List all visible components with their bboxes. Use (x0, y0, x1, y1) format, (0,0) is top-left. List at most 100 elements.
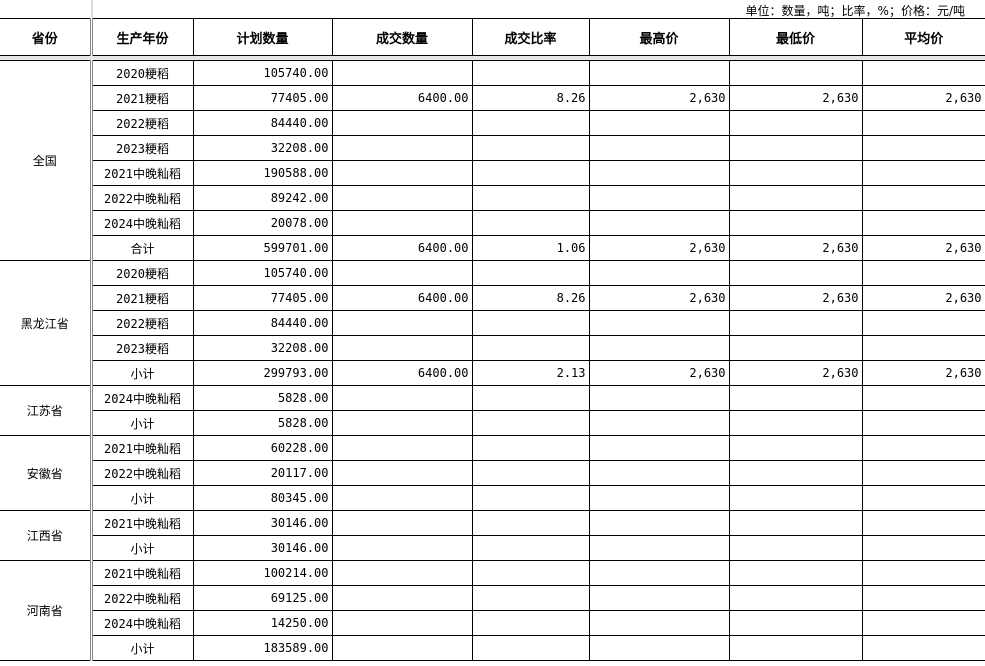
province-cell: 全国 (0, 60, 93, 261)
year-cell: 2020粳稻 (90, 260, 194, 286)
year-cell: 2022粳稻 (90, 310, 194, 336)
value-cell (861, 585, 985, 611)
value-cell (588, 385, 730, 411)
value-cell (471, 385, 590, 411)
value-cell (588, 485, 730, 511)
value-cell (588, 610, 730, 636)
value-cell (588, 585, 730, 611)
value-cell (588, 210, 730, 236)
value-cell: 2,630 (588, 85, 730, 111)
province-cell: 黑龙江省 (0, 260, 93, 386)
value-cell (588, 110, 730, 136)
value-cell: 14250.00 (192, 610, 333, 636)
table-row: 2021粳稻 77405.00 6400.00 8.26 2,630 2,630 2,630 (0, 285, 985, 311)
value-cell (331, 560, 473, 586)
value-cell (861, 160, 985, 186)
value-cell (861, 485, 985, 511)
value-cell (471, 635, 590, 661)
year-cell: 小计 (90, 535, 194, 561)
value-cell (471, 160, 590, 186)
column-header: 最高价 (588, 18, 729, 56)
value-cell (331, 460, 473, 486)
value-cell: 69125.00 (192, 585, 333, 611)
year-cell: 2024中晚籼稻 (90, 610, 194, 636)
table-row: 小计 299793.00 6400.00 2.13 2,630 2,630 2,630 (0, 360, 985, 386)
value-cell (728, 410, 863, 436)
year-cell: 2021粳稻 (90, 85, 194, 111)
value-cell (728, 185, 863, 211)
value-cell: 1.06 (471, 235, 590, 261)
value-cell (728, 260, 863, 286)
value-cell: 32208.00 (192, 335, 333, 361)
value-cell (728, 510, 863, 536)
table-row: 全国 2020粳稻 105740.00 (0, 60, 985, 261)
year-cell: 2022中晚籼稻 (90, 185, 194, 211)
value-cell (588, 310, 730, 336)
value-cell (471, 485, 590, 511)
value-cell (331, 585, 473, 611)
value-cell: 2,630 (861, 85, 985, 111)
value-cell (728, 485, 863, 511)
value-cell: 20078.00 (192, 210, 333, 236)
value-cell (331, 410, 473, 436)
value-cell (588, 460, 730, 486)
value-cell (588, 435, 730, 461)
year-cell: 2021中晚籼稻 (90, 435, 194, 461)
value-cell (471, 185, 590, 211)
value-cell (471, 110, 590, 136)
value-cell: 183589.00 (192, 635, 333, 661)
value-cell: 100214.00 (192, 560, 333, 586)
value-cell: 2,630 (728, 235, 863, 261)
value-cell: 2,630 (588, 285, 730, 311)
table-row: 河南省 2021中晚籼稻 100214.00 (0, 560, 985, 661)
value-cell (588, 410, 730, 436)
value-cell (331, 110, 473, 136)
column-header: 成交数量 (331, 18, 472, 56)
value-cell: 6400.00 (331, 85, 473, 111)
value-cell (861, 110, 985, 136)
province-cell: 河南省 (0, 560, 93, 661)
table-header: 省份 生产年份 计划数量 成交数量 成交比率 最高价 最低价 平均价 (0, 18, 985, 56)
table-row: 小计 30146.00 (0, 535, 985, 561)
table-row: 2022粳稻 84440.00 (0, 310, 985, 336)
table-row: 小计 80345.00 (0, 485, 985, 511)
table-row: 小计 183589.00 (0, 635, 985, 661)
value-cell: 60228.00 (192, 435, 333, 461)
value-cell (331, 60, 473, 86)
province-cell: 江苏省 (0, 385, 93, 436)
value-cell (588, 185, 730, 211)
year-cell: 2021粳稻 (90, 285, 194, 311)
value-cell: 6400.00 (331, 235, 473, 261)
trade-results-table: 省份 生产年份 计划数量 成交数量 成交比率 最高价 最低价 平均价 全国 2020粳稻 1057… (0, 18, 985, 661)
value-cell (728, 210, 863, 236)
unit-note: 单位：数量，吨；比率，%；价格：元/吨 (745, 4, 965, 18)
value-cell (728, 110, 863, 136)
value-cell (331, 135, 473, 161)
value-cell (728, 460, 863, 486)
value-cell: 77405.00 (192, 285, 333, 311)
value-cell (471, 585, 590, 611)
value-cell (861, 535, 985, 561)
value-cell (471, 335, 590, 361)
column-header: 省份 (0, 18, 91, 56)
table-row: 小计 5828.00 (0, 410, 985, 436)
value-cell (861, 435, 985, 461)
year-cell: 2022中晚籼稻 (90, 460, 194, 486)
year-cell: 合计 (90, 235, 194, 261)
province-cell: 安徽省 (0, 435, 93, 511)
value-cell (588, 335, 730, 361)
table-row: 2021粳稻 77405.00 6400.00 8.26 2,630 2,630 2,630 (0, 85, 985, 111)
table-row: 安徽省 2021中晚籼稻 60228.00 (0, 435, 985, 511)
value-cell (471, 135, 590, 161)
table-row: 江西省 2021中晚籼稻 30146.00 (0, 510, 985, 561)
year-cell: 小计 (90, 485, 194, 511)
value-cell (728, 310, 863, 336)
value-cell (471, 310, 590, 336)
value-cell (471, 610, 590, 636)
year-cell: 小计 (90, 635, 194, 661)
value-cell: 8.26 (471, 85, 590, 111)
value-cell: 2,630 (861, 360, 985, 386)
value-cell (588, 60, 730, 86)
value-cell (861, 210, 985, 236)
value-cell (728, 610, 863, 636)
